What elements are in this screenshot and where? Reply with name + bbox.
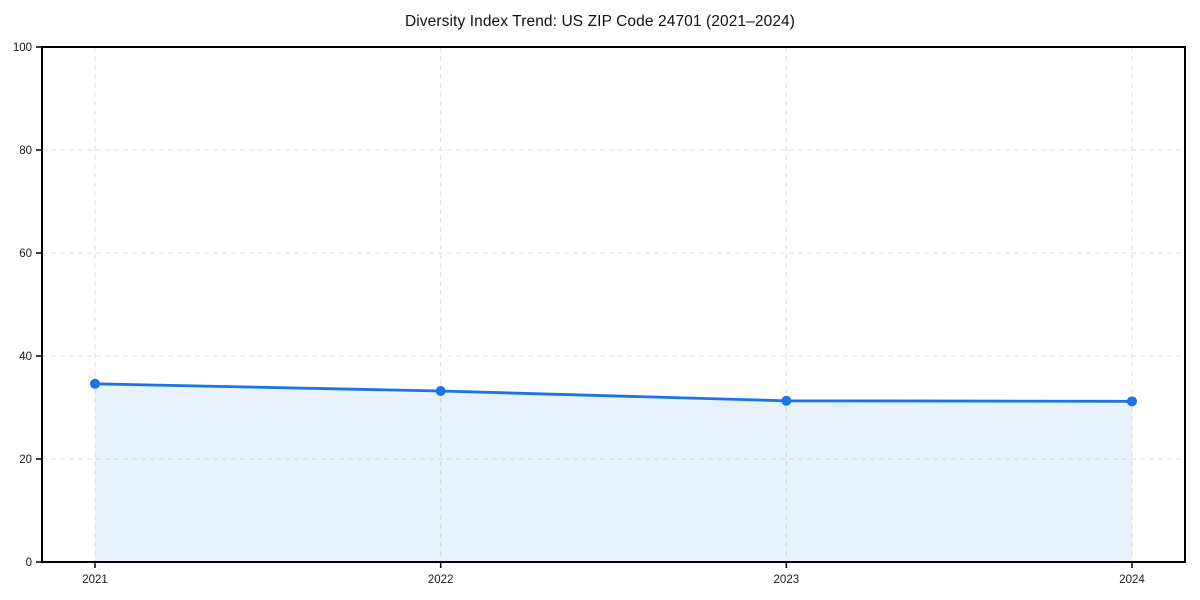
y-tick-label: 80: [19, 145, 32, 157]
y-tick-label: 100: [13, 42, 32, 54]
y-tick-label: 40: [19, 351, 32, 363]
data-point-2023: [781, 395, 792, 406]
data-point-2024: [1127, 396, 1137, 407]
chart-title: Diversity Index Trend: US ZIP Code 24701…: [404, 13, 796, 30]
y-tick-label: 20: [19, 454, 32, 466]
x-tick-label: 2021: [82, 574, 108, 586]
y-tick-label: 0: [26, 557, 32, 569]
x-tick-label: 2022: [428, 574, 454, 586]
x-tick-label: 2023: [774, 574, 800, 586]
area-fill: [95, 383, 1132, 562]
data-point-2021: [90, 378, 100, 389]
trend-line: [93, 382, 1134, 403]
plot-border: [41, 46, 1186, 563]
x-tick-label: 2024: [1119, 574, 1145, 586]
data-point-2022: [435, 386, 446, 397]
y-tick-label: 60: [19, 248, 32, 260]
